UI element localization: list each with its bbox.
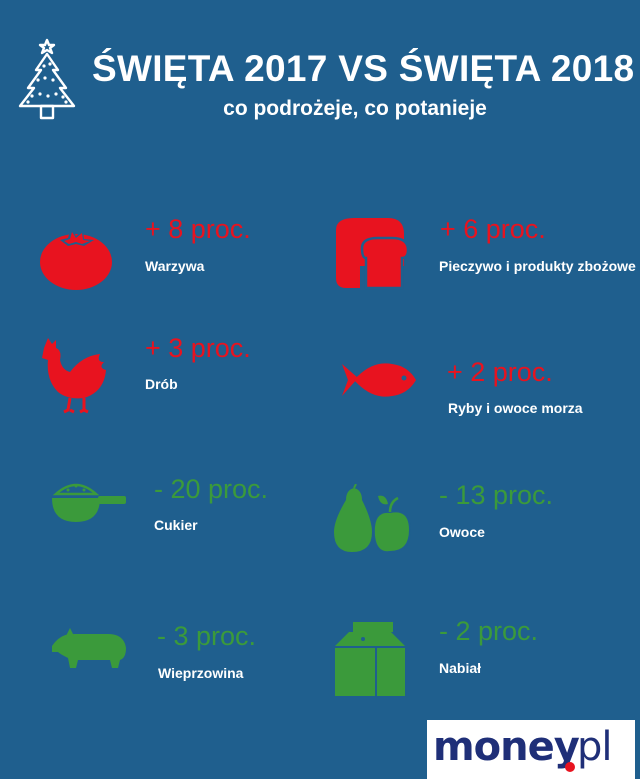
page-subtitle: co podrożeje, co potanieje xyxy=(223,97,487,120)
item-change: - 13 proc. xyxy=(439,480,554,510)
item-change: + 3 proc. xyxy=(145,333,251,363)
tomato-icon xyxy=(40,228,112,290)
sugar-scoop-icon xyxy=(52,483,126,522)
fish-icon xyxy=(342,363,416,397)
page-title: ŚWIĘTA 2017 VS ŚWIĘTA 2018 xyxy=(92,48,635,89)
christmas-tree-icon xyxy=(18,38,76,120)
logo-text: money xyxy=(433,724,580,770)
item-change: + 2 proc. xyxy=(447,357,553,387)
item-label: Nabiał xyxy=(439,660,482,676)
item-change: - 20 proc. xyxy=(154,474,269,504)
item-change: - 3 proc. xyxy=(157,621,257,651)
item-change: + 8 proc. xyxy=(145,214,251,244)
logo-suffix: pl xyxy=(577,724,613,770)
bread-icon xyxy=(336,218,410,290)
milk-carton-icon xyxy=(335,622,405,696)
item-label: Wieprzowina xyxy=(158,665,244,681)
money-logo: money pl xyxy=(427,720,635,779)
fruits-icon xyxy=(334,484,412,554)
item-label: Warzywa xyxy=(145,258,205,274)
item-label: Owoce xyxy=(439,524,485,540)
item-label: Cukier xyxy=(154,517,198,533)
pig-icon xyxy=(52,628,126,668)
item-label: Ryby i owoce morza xyxy=(448,400,583,416)
item-change: + 6 proc. xyxy=(440,214,546,244)
logo-dot xyxy=(565,762,575,772)
item-label: Pieczywo i produkty zbożowe xyxy=(439,258,636,274)
item-label: Drób xyxy=(145,376,178,392)
hen-icon xyxy=(42,338,106,414)
item-change: - 2 proc. xyxy=(439,616,539,646)
